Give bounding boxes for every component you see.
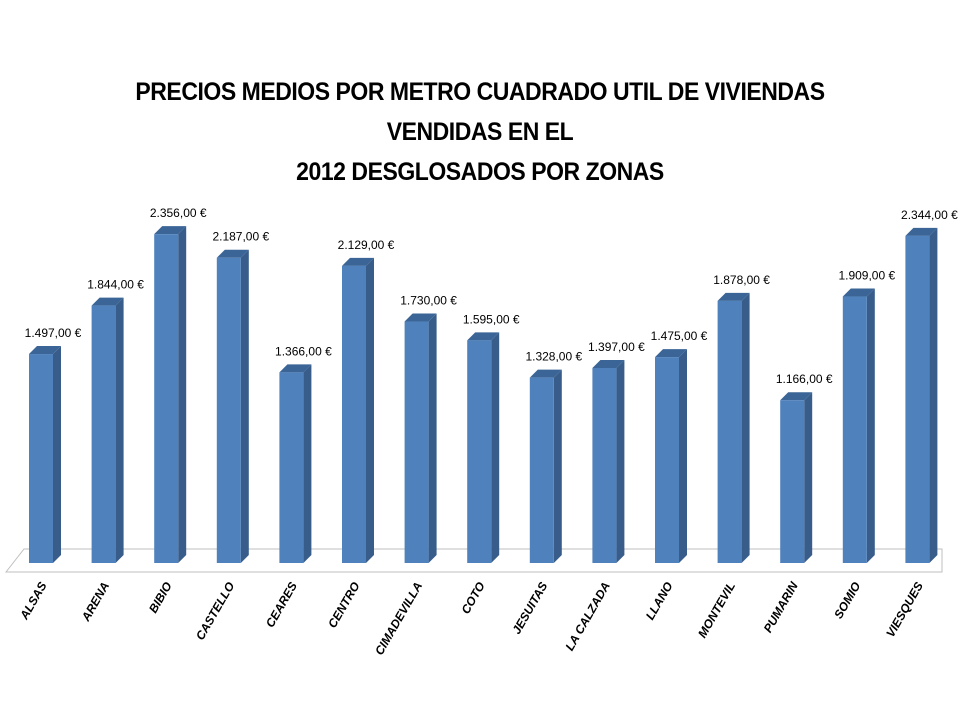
bar-side — [303, 364, 312, 563]
value-label: 1.595,00 € — [463, 312, 520, 326]
bar-side — [491, 332, 500, 563]
category-label: COTO — [458, 579, 488, 616]
bar-front — [592, 368, 617, 563]
bar — [216, 249, 249, 563]
bar — [404, 313, 437, 563]
bar-top — [592, 360, 625, 369]
bar — [342, 257, 374, 563]
bar-top — [842, 288, 875, 297]
bar-top — [905, 227, 938, 236]
value-label: 1.166,00 € — [776, 372, 833, 386]
bar-front — [655, 357, 679, 563]
chart-title: PRECIOS MEDIOS POR METRO CUADRADO UTIL D… — [75, 72, 885, 192]
value-labels: 1.497,00 € 1.844,00 € 2.356,00 € 2.187,00 €… — [25, 206, 958, 386]
category-label: LLANO — [643, 579, 676, 622]
bar-front — [905, 235, 930, 564]
bar-side — [240, 249, 249, 563]
bar-side — [929, 227, 938, 564]
value-label: 1.844,00 € — [87, 278, 144, 292]
bar-top — [216, 249, 249, 258]
bar-front — [467, 340, 492, 563]
bar-top — [655, 349, 687, 358]
bar-top — [467, 332, 500, 341]
bar-front — [29, 354, 53, 563]
bar-top — [342, 257, 374, 266]
bar — [780, 392, 813, 563]
bar-top — [154, 226, 187, 235]
value-label: 1.366,00 € — [275, 344, 332, 358]
category-label: SOMIO — [831, 579, 863, 621]
bar-side — [616, 360, 625, 563]
bar-side — [178, 226, 187, 563]
bar — [655, 349, 687, 563]
value-label: 2.356,00 € — [150, 206, 207, 220]
value-label: 1.909,00 € — [838, 269, 895, 283]
category-label: CENTRO — [325, 579, 363, 630]
category-label: CASTELLO — [193, 579, 238, 643]
value-label: 2.129,00 € — [338, 238, 395, 252]
bar-front — [154, 234, 179, 563]
value-label: 1.397,00 € — [588, 340, 645, 354]
bar-front — [717, 300, 742, 563]
bar — [29, 346, 61, 563]
bar-front — [404, 321, 429, 563]
bar-top — [529, 369, 562, 378]
category-label: VIESQUES — [883, 580, 926, 640]
value-label: 1.328,00 € — [525, 350, 582, 364]
bar-side — [553, 369, 562, 563]
value-label: 1.730,00 € — [400, 294, 457, 308]
bar-top — [279, 364, 312, 373]
category-label: LA CALZADA — [562, 580, 613, 654]
category-label: PUMARIN — [761, 579, 801, 635]
bar-front — [216, 257, 241, 563]
value-label: 1.475,00 € — [651, 329, 708, 343]
bar-side — [804, 392, 813, 563]
bar-side — [366, 257, 374, 563]
bar — [467, 332, 500, 563]
bar-side — [115, 297, 124, 563]
bar-front — [780, 400, 805, 563]
bar — [717, 292, 750, 563]
bar — [842, 288, 875, 563]
bar-top — [717, 292, 750, 301]
category-label: CEARES — [263, 580, 300, 630]
bars — [29, 226, 938, 564]
bar-front — [279, 372, 304, 563]
bar-top — [780, 392, 813, 401]
bar-top — [29, 346, 61, 355]
category-label: BIBIO — [146, 579, 175, 615]
value-label: 2.187,00 € — [212, 230, 269, 244]
bar-top — [91, 297, 124, 306]
chart-title-line-2: 2012 DESGLOSADOS POR ZONAS — [296, 158, 664, 186]
value-label: 1.878,00 € — [713, 273, 770, 287]
bar-front — [342, 265, 366, 563]
bar — [154, 226, 187, 563]
chart-title-line-1: PRECIOS MEDIOS POR METRO CUADRADO UTIL D… — [135, 78, 825, 146]
category-label: CIMADEVILLA — [372, 580, 425, 658]
bar — [905, 227, 938, 564]
bar-side — [679, 349, 687, 563]
category-label: ALSAS — [17, 580, 50, 623]
bar — [279, 364, 312, 563]
bar-top — [404, 313, 437, 322]
bar-front — [842, 296, 867, 563]
bar-side — [866, 288, 875, 563]
bar — [529, 369, 562, 563]
category-label: MONTEVIL — [695, 580, 738, 641]
bar-side — [428, 313, 437, 563]
category-labels: ALSAS ARENA BIBIO CASTELLO CEARES CENTRO CIMAD… — [17, 579, 926, 658]
category-label: ARENA — [78, 580, 112, 625]
bar-front — [91, 305, 116, 563]
bar-side — [741, 292, 750, 563]
bar-side — [53, 346, 61, 563]
value-label: 2.344,00 € — [901, 208, 958, 222]
category-label: JESUITAS — [509, 580, 550, 637]
value-label: 1.497,00 € — [25, 326, 82, 340]
bar — [91, 297, 124, 563]
bar — [592, 360, 625, 563]
bar-front — [529, 377, 554, 563]
